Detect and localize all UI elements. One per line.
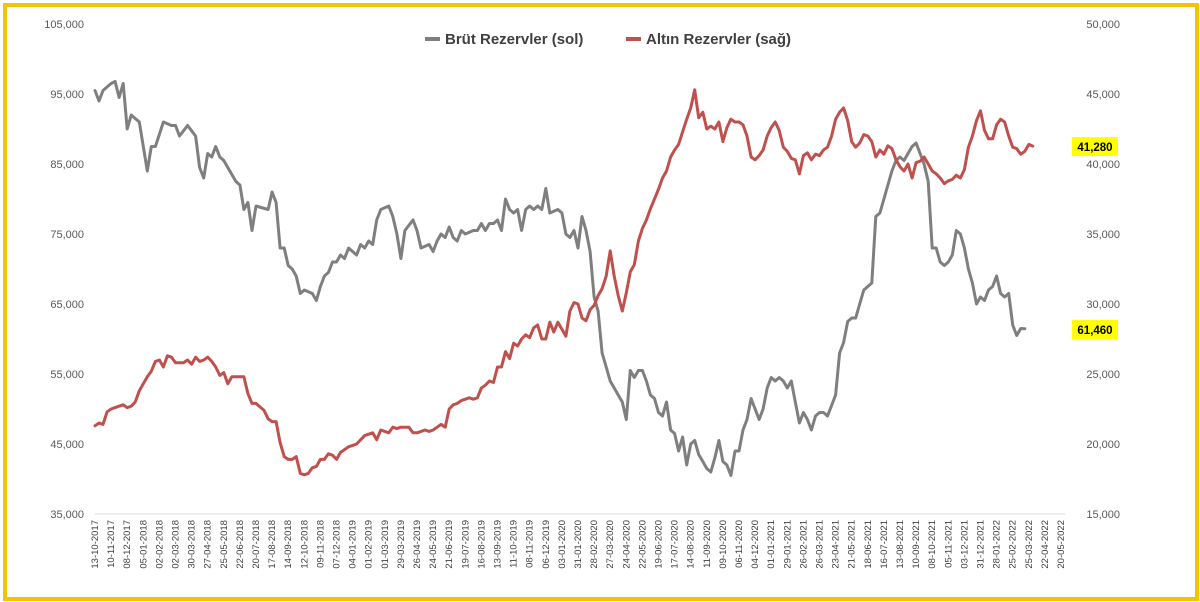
x-tick-label: 26-04-2019 bbox=[412, 520, 423, 569]
gross-end-label-bg bbox=[1072, 320, 1118, 339]
x-tick-label: 05-01-2018 bbox=[138, 520, 149, 569]
x-tick-label: 16-07-2021 bbox=[879, 520, 890, 569]
left-tick-label: 35,000 bbox=[50, 509, 84, 521]
x-tick-label: 02-03-2018 bbox=[170, 520, 181, 569]
x-tick-label: 17-08-2018 bbox=[267, 520, 278, 569]
x-tick-label: 25-03-2022 bbox=[1024, 520, 1035, 569]
right-tick-label: 30,000 bbox=[1086, 299, 1120, 311]
x-tick-label: 11-09-2020 bbox=[702, 520, 713, 568]
x-tick-label: 21-06-2019 bbox=[444, 520, 455, 569]
right-tick-label: 45,000 bbox=[1086, 89, 1120, 101]
x-tick-label: 18-06-2021 bbox=[863, 520, 874, 569]
x-tick-label: 21-05-2021 bbox=[847, 520, 858, 569]
left-axis: 35,000 45,000 55,000 65,000 75,000 85,000 95,0… bbox=[44, 19, 84, 521]
right-tick-label: 20,000 bbox=[1086, 439, 1120, 451]
left-tick-label: 95,000 bbox=[50, 89, 84, 101]
left-tick-label: 55,000 bbox=[50, 369, 84, 381]
x-tick-label: 08-11-2019 bbox=[525, 520, 536, 568]
left-tick-label: 65,000 bbox=[50, 299, 84, 311]
legend: Brüt Rezervler (sol) Altın Rezervler (sa… bbox=[425, 31, 791, 48]
x-tick-label: 20-07-2018 bbox=[251, 520, 262, 569]
x-tick-label: 06-11-2020 bbox=[734, 520, 745, 568]
x-tick-label: 12-10-2018 bbox=[299, 520, 310, 569]
x-tick-label: 24-05-2019 bbox=[428, 520, 439, 569]
x-tick-label: 03-01-2020 bbox=[557, 520, 568, 569]
x-tick-label: 27-04-2018 bbox=[203, 520, 214, 569]
legend-label-gold: Altın Rezervler (sağ) bbox=[646, 31, 791, 48]
x-tick-label: 28-02-2020 bbox=[589, 520, 600, 569]
x-tick-label: 26-02-2021 bbox=[798, 520, 809, 569]
x-tick-label: 14-09-2018 bbox=[283, 520, 294, 569]
x-tick-label: 01-01-2021 bbox=[766, 520, 777, 569]
gold-end-label: 41,280 bbox=[1077, 142, 1112, 154]
x-tick-label: 20-05-2022 bbox=[1056, 520, 1067, 569]
x-tick-label: 09-10-2020 bbox=[718, 520, 729, 569]
x-tick-label: 30-03-2018 bbox=[187, 520, 198, 569]
left-tick-label: 45,000 bbox=[50, 439, 84, 451]
x-tick-label: 22-06-2018 bbox=[235, 520, 246, 569]
right-tick-label: 40,000 bbox=[1086, 159, 1120, 171]
x-tick-label: 04-01-2019 bbox=[348, 520, 359, 569]
right-tick-label: 15,000 bbox=[1086, 509, 1120, 521]
x-tick-label: 25-05-2018 bbox=[219, 520, 230, 569]
x-tick-label: 24-04-2020 bbox=[621, 520, 632, 569]
x-tick-label: 08-10-2021 bbox=[927, 520, 938, 569]
x-tick-label: 28-01-2022 bbox=[992, 520, 1003, 569]
x-tick-label: 22-04-2022 bbox=[1040, 520, 1051, 569]
x-tick-label: 08-12-2017 bbox=[122, 520, 133, 569]
x-tick-label: 10-11-2017 bbox=[106, 520, 117, 568]
x-tick-label: 14-08-2020 bbox=[686, 520, 697, 569]
chart-frame bbox=[3, 3, 1199, 601]
x-tick-label: 19-07-2019 bbox=[460, 520, 471, 569]
legend-label-gross: Brüt Rezervler (sol) bbox=[445, 31, 583, 48]
left-tick-label: 75,000 bbox=[50, 229, 84, 241]
x-tick-label: 05-11-2021 bbox=[943, 520, 954, 568]
x-tick-label: 07-12-2018 bbox=[331, 520, 342, 569]
x-tick-label: 27-03-2020 bbox=[605, 520, 616, 569]
x-axis: 13-10-2017 10-11-2017 08-12-2017 05-01-2018… bbox=[90, 513, 1067, 569]
series-lines bbox=[93, 79, 1035, 477]
gold-end-label-bg bbox=[1072, 137, 1118, 156]
x-tick-label: 29-01-2021 bbox=[782, 520, 793, 569]
x-tick-label: 23-04-2021 bbox=[831, 520, 842, 569]
x-tick-label: 11-10-2019 bbox=[509, 520, 520, 568]
x-tick-label: 13-08-2021 bbox=[895, 520, 906, 569]
x-tick-label: 31-01-2020 bbox=[573, 520, 584, 569]
right-tick-label: 35,000 bbox=[1086, 229, 1120, 241]
gross-reserves-line bbox=[93, 79, 1027, 477]
x-tick-label: 01-03-2019 bbox=[380, 520, 391, 569]
x-tick-label: 16-08-2019 bbox=[476, 520, 487, 569]
end-labels: 41,280 61,460 bbox=[1072, 137, 1118, 339]
x-tick-label: 26-03-2021 bbox=[814, 520, 825, 569]
x-tick-label: 17-07-2020 bbox=[670, 520, 681, 569]
x-tick-label: 13-09-2019 bbox=[492, 520, 503, 569]
x-tick-label: 19-06-2020 bbox=[653, 520, 664, 569]
x-tick-label: 31-12-2021 bbox=[975, 520, 986, 569]
left-tick-label: 105,000 bbox=[44, 19, 84, 31]
x-tick-label: 03-12-2021 bbox=[959, 520, 970, 569]
x-tick-label: 01-02-2019 bbox=[364, 520, 375, 569]
right-axis: 15,000 20,000 25,000 30,000 35,000 40,000 45,0… bbox=[1086, 19, 1120, 521]
right-tick-label: 25,000 bbox=[1086, 369, 1120, 381]
gross-end-label: 61,460 bbox=[1077, 325, 1112, 337]
x-tick-label: 06-12-2019 bbox=[541, 520, 552, 569]
gold-reserves-line bbox=[93, 88, 1035, 477]
x-tick-label: 10-09-2021 bbox=[911, 520, 922, 569]
x-tick-label: 29-03-2019 bbox=[396, 520, 407, 569]
left-tick-label: 85,000 bbox=[50, 159, 84, 171]
right-tick-label: 50,000 bbox=[1086, 19, 1120, 31]
x-tick-label: 09-11-2018 bbox=[315, 520, 326, 568]
x-tick-label: 25-02-2022 bbox=[1008, 520, 1019, 569]
x-tick-label: 02-02-2018 bbox=[154, 520, 165, 569]
x-tick-label: 22-05-2020 bbox=[637, 520, 648, 569]
x-tick-label: 13-10-2017 bbox=[90, 520, 101, 569]
x-tick-label: 04-12-2020 bbox=[750, 520, 761, 569]
